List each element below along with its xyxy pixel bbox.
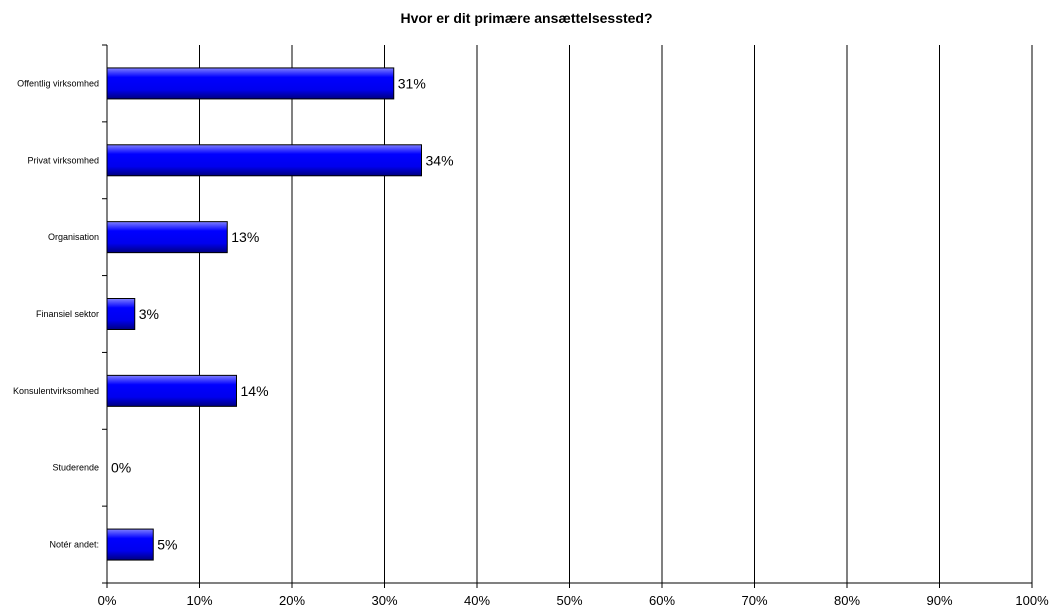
bars [106,67,422,561]
x-tick-label: 90% [926,593,952,608]
category-label: Offentlig virksomhed [17,78,99,88]
x-tick-label: 0% [98,593,117,608]
data-label: 13% [231,229,259,245]
data-label: 0% [111,460,131,476]
x-tick-label: 80% [834,593,860,608]
x-tick-label: 10% [186,593,212,608]
axes [102,44,1033,588]
bar [106,528,154,561]
bar [106,298,136,330]
category-label: Privat virksomhed [27,155,99,165]
x-tick-label: 40% [464,593,490,608]
x-tick-label: 20% [279,593,305,608]
data-label: 34% [426,152,454,168]
data-label: 5% [157,537,177,553]
category-label: Finansiel sektor [36,309,99,319]
chart-title: Hvor er dit primære ansættelsessted? [400,10,653,26]
category-label: Konsulentvirksomhed [13,386,99,396]
bar [106,374,237,407]
x-tick-label: 100% [1015,593,1049,608]
labels: 0% 10% 20% 30% 40% 50% 60% 70% 80% 90% 100% Offentl… [13,75,1049,608]
x-tick-label: 60% [649,593,675,608]
data-label: 3% [139,306,159,322]
data-label: 31% [398,75,426,91]
data-label: 14% [241,383,269,399]
bar [106,67,395,100]
x-tick-label: 50% [556,593,582,608]
x-tick-label: 70% [741,593,767,608]
category-label: Organisation [48,232,99,242]
x-tick-label: 30% [371,593,397,608]
bar [106,144,422,177]
bar [106,221,228,254]
category-label: Studerende [52,463,99,473]
category-label: Notér andet: [49,540,99,550]
gridlines [199,45,1033,583]
